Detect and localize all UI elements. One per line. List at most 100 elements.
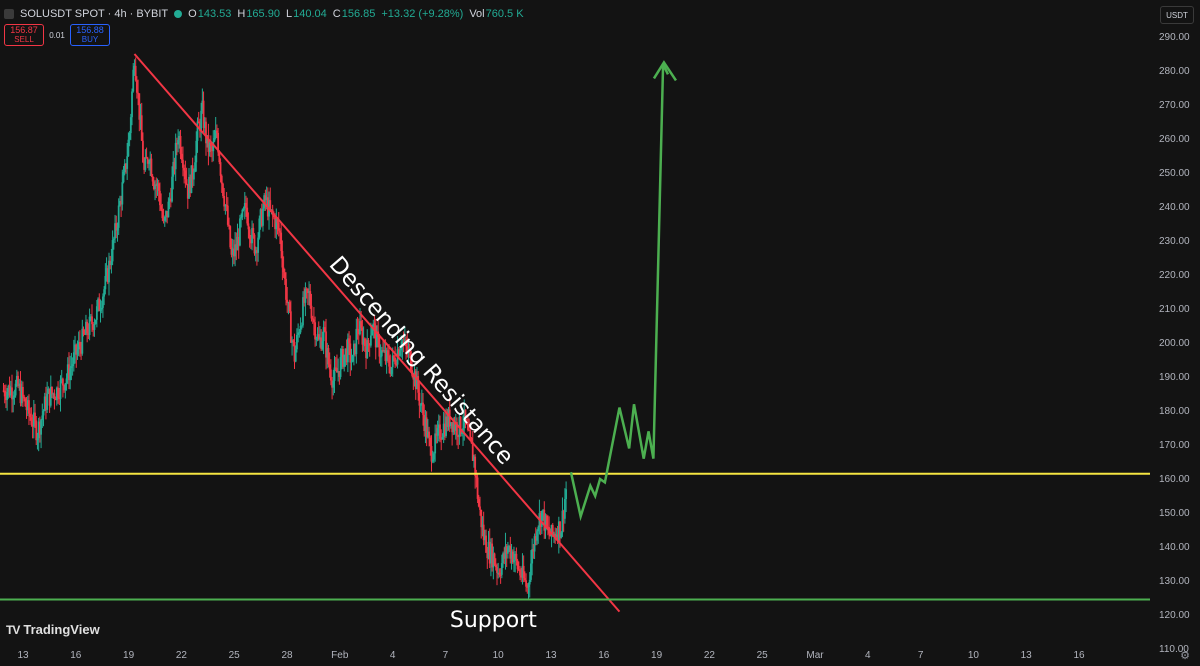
candle-body [129, 117, 132, 134]
candle-body [373, 323, 376, 326]
candle-body [135, 80, 138, 93]
candle-body [517, 569, 520, 571]
candle-body [131, 91, 133, 118]
candle-body [346, 338, 349, 363]
candle-body [299, 325, 302, 333]
candle-body [98, 298, 101, 311]
candle-body [505, 546, 508, 554]
candle-body [555, 534, 558, 538]
candle-body [559, 521, 561, 538]
candle-body [430, 445, 433, 462]
candle-body [443, 423, 446, 436]
time-tick-label: 4 [390, 650, 396, 661]
candle-body [292, 340, 295, 343]
candle-body [265, 197, 268, 200]
candle-body [431, 459, 434, 462]
candle-body [248, 229, 251, 240]
candle-body [349, 343, 352, 363]
candle-body [276, 219, 279, 223]
candle-body [259, 209, 262, 219]
candle-body [68, 364, 70, 381]
candle-body [476, 477, 479, 499]
candle-body [414, 371, 417, 390]
candle-body [451, 422, 454, 433]
symbol-title[interactable]: SOLUSDT SPOT · 4h · BYBIT [20, 8, 169, 20]
candle-body [332, 380, 335, 388]
candle-body [562, 510, 565, 519]
candle-body [59, 379, 62, 399]
candle-body [285, 278, 287, 300]
price-change: +13.32 (+9.28%) [381, 8, 464, 20]
settings-icon[interactable]: ⚙ [1180, 650, 1190, 662]
time-tick-label: 19 [651, 650, 663, 661]
candle-body [406, 346, 409, 354]
candle-body [82, 328, 85, 334]
candle-body [239, 218, 241, 246]
candle-body [269, 200, 272, 210]
candle-body [6, 391, 9, 401]
sell-button[interactable]: 156.87 SELL [4, 24, 44, 46]
candle-body [511, 551, 514, 563]
price-tick-label: 190.00 [1159, 372, 1190, 383]
candle-body [457, 435, 460, 438]
candle-body [251, 228, 253, 244]
candle-body [479, 506, 481, 510]
candle-body [163, 216, 166, 221]
time-tick-label: 16 [1073, 650, 1085, 661]
candle-body [499, 574, 502, 576]
candle-body [563, 499, 566, 519]
candle-body [94, 319, 97, 324]
candle-body [200, 110, 203, 131]
candle-body [490, 543, 492, 564]
candle-body [533, 536, 536, 552]
candle-body [328, 364, 331, 370]
price-tick-label: 200.00 [1159, 338, 1190, 349]
candle-body [230, 247, 233, 255]
candle-body [360, 321, 363, 328]
candle-body [228, 224, 230, 227]
candle-body [488, 541, 491, 564]
candle-body [480, 509, 483, 528]
candle-body [486, 552, 489, 559]
time-tick-label: 10 [968, 650, 980, 661]
candle-body [109, 260, 112, 266]
candle-body [243, 203, 246, 209]
candle-body [453, 422, 456, 431]
candle-body [182, 159, 184, 168]
candle-body [433, 453, 435, 460]
candle-body [388, 355, 390, 367]
candle-body [456, 422, 458, 436]
candle-body [155, 184, 158, 186]
candle-body [7, 385, 10, 392]
currency-selector[interactable]: USDT [1160, 6, 1194, 24]
candle-body [205, 121, 207, 144]
candle-body [104, 275, 107, 290]
candle-body [393, 355, 395, 358]
candle-body [257, 237, 260, 253]
candle-body [343, 354, 346, 367]
candle-body [340, 348, 343, 357]
candle-body [561, 510, 564, 533]
time-tick-label: 7 [918, 650, 924, 661]
candle-body [219, 162, 222, 176]
candle-body [376, 331, 378, 348]
support-label: Support [450, 608, 537, 633]
candle-body [232, 248, 235, 257]
candle-body [186, 183, 189, 199]
candle-body [380, 350, 383, 357]
candle-body [405, 339, 407, 347]
candle-body [439, 424, 441, 439]
candle-body [372, 323, 375, 328]
candle-body [441, 437, 444, 439]
candle-body [29, 413, 32, 418]
candle-body [189, 176, 192, 193]
candle-body [190, 165, 193, 193]
candle-body [177, 140, 179, 145]
candle-body [206, 135, 209, 144]
candle-body [317, 334, 320, 340]
buy-button[interactable]: 156.88 BUY [70, 24, 110, 46]
candle-body [513, 559, 515, 563]
price-axis: 110.00 120.00 130.00 140.00 150.00 160.00 170.… [1150, 0, 1200, 666]
price-tick-label: 280.00 [1159, 66, 1190, 77]
